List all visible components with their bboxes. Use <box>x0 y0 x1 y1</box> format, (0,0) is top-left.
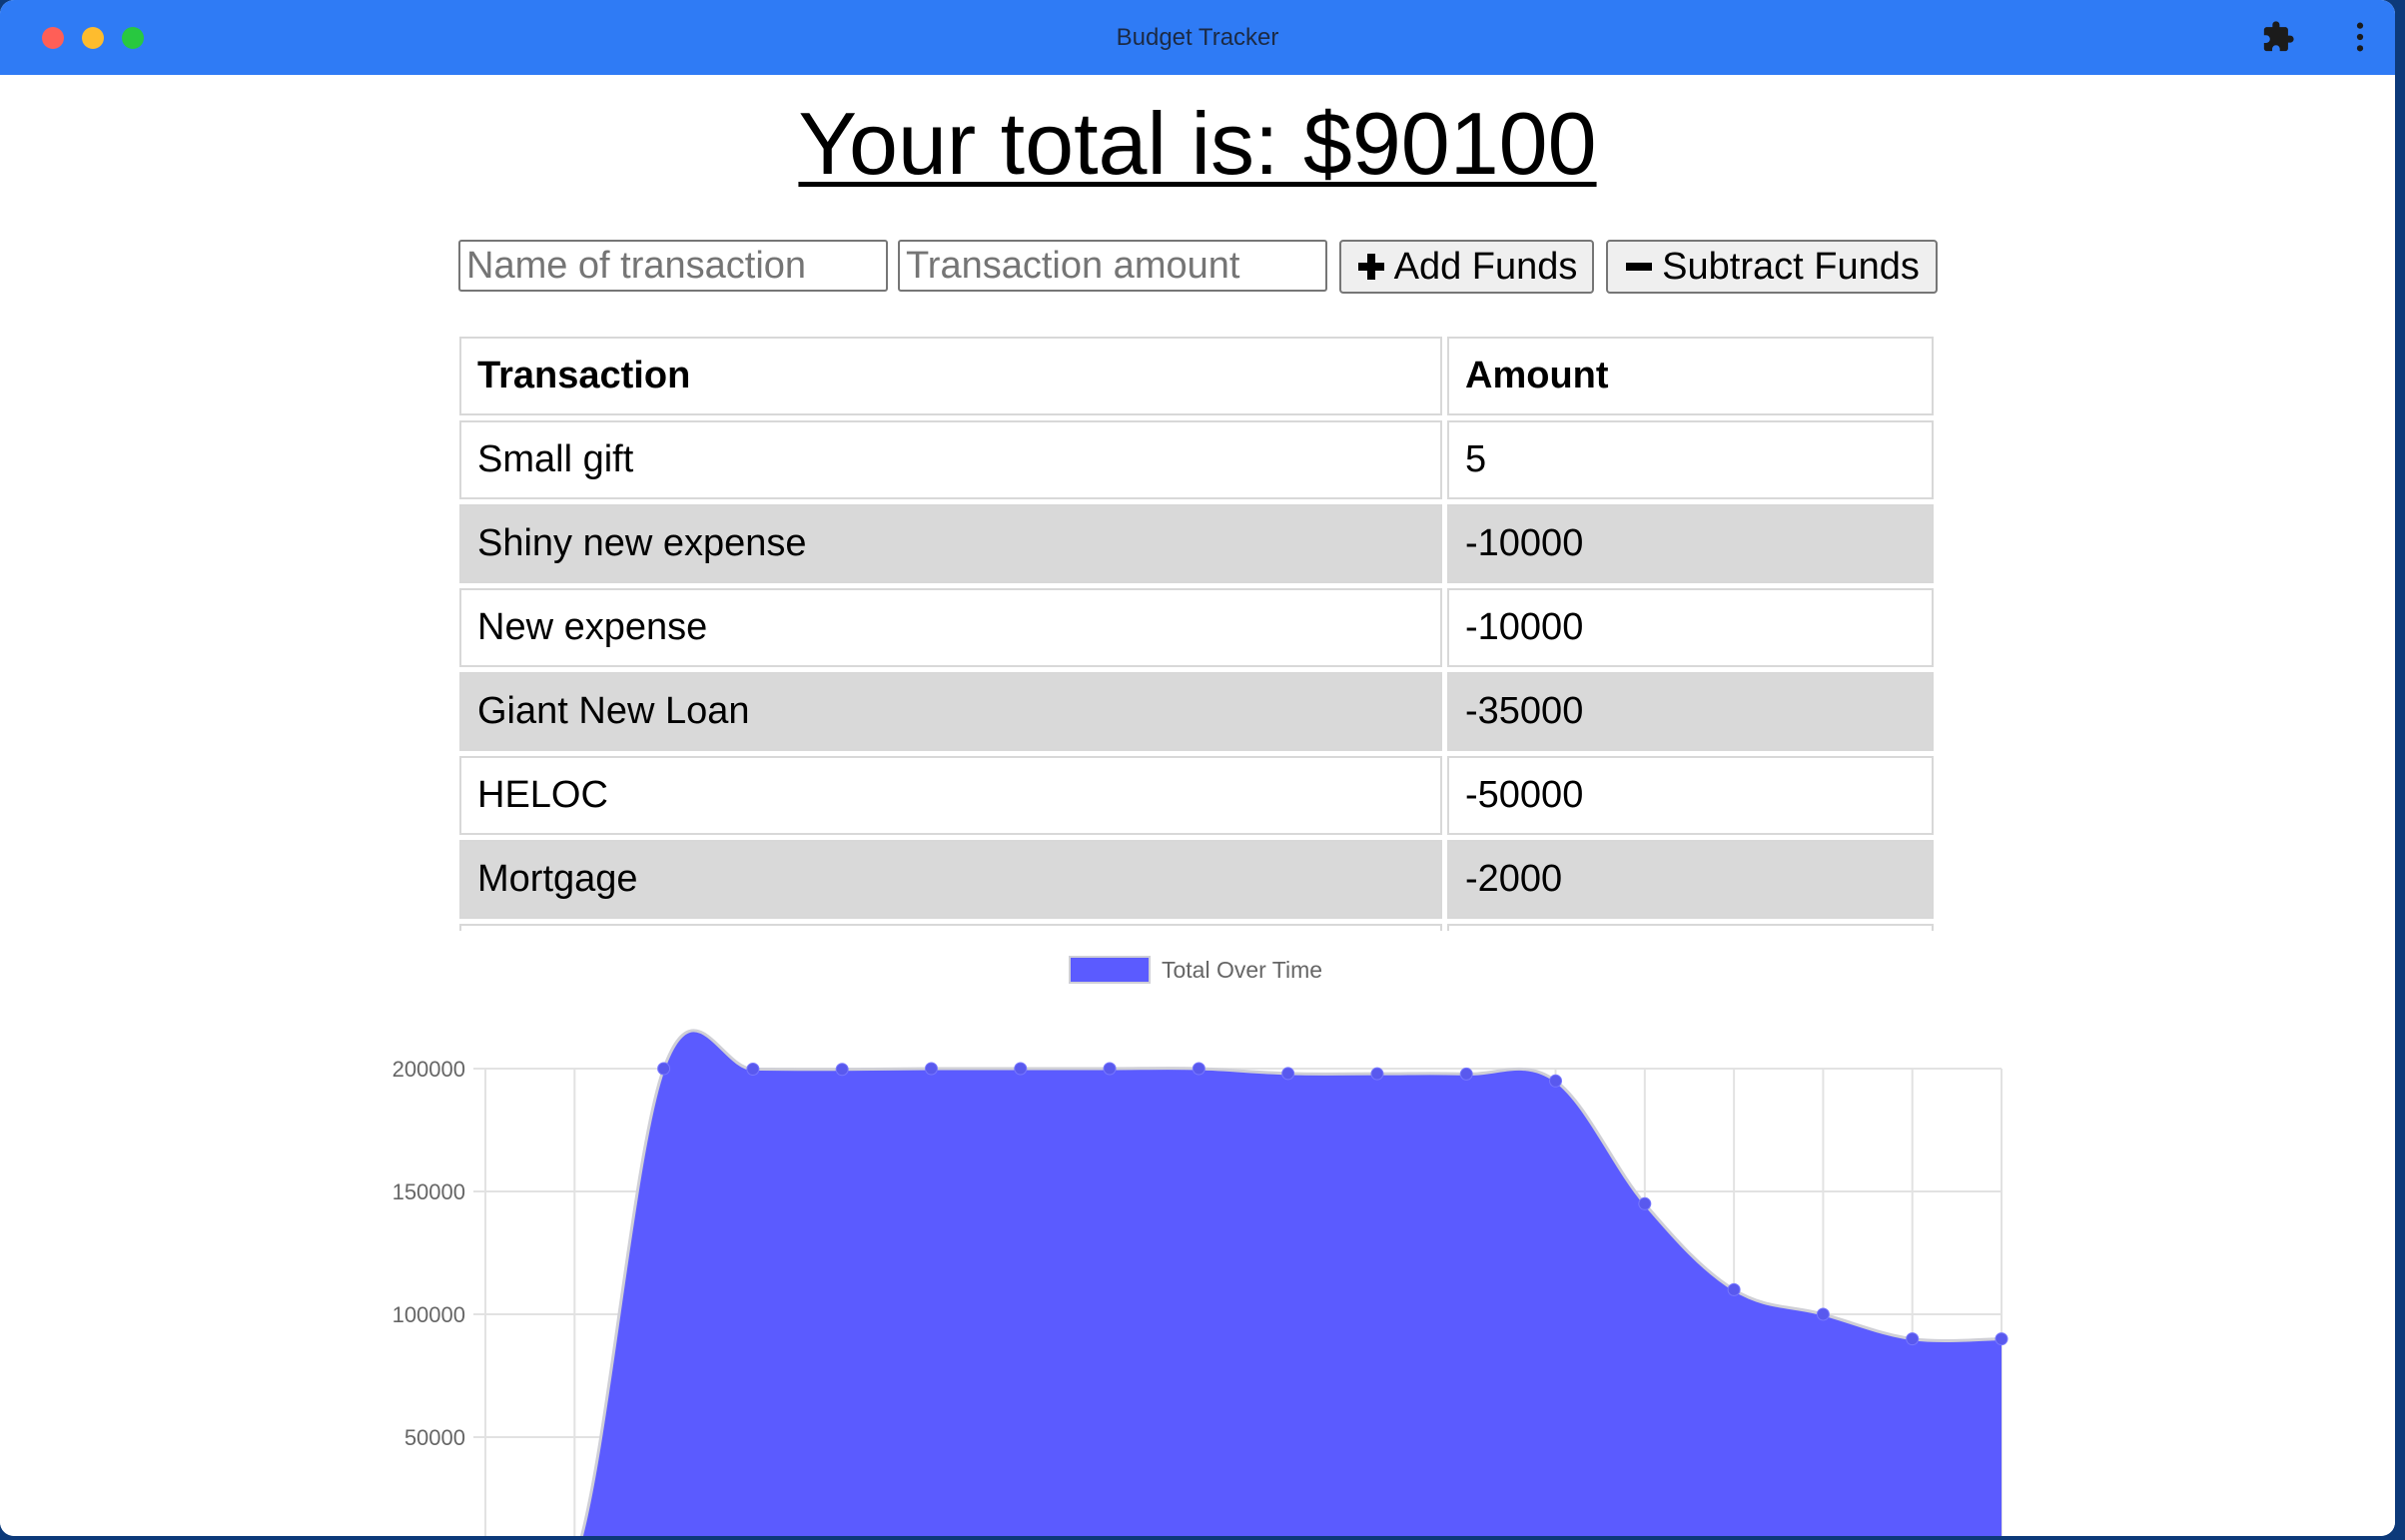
data-point <box>924 1062 938 1076</box>
data-point <box>1103 1062 1117 1076</box>
data-point <box>1192 1062 1205 1076</box>
data-point <box>1638 1196 1652 1210</box>
column-header-transaction: Transaction <box>459 337 1442 415</box>
legend-label: Total Over Time <box>1162 957 1322 983</box>
column-header-amount: Amount <box>1447 337 1934 415</box>
legend-swatch <box>1069 956 1151 984</box>
transaction-amount-cell: -10000 <box>1447 504 1934 583</box>
data-point <box>657 1062 671 1076</box>
data-point <box>835 1063 849 1077</box>
transaction-amount-cell: -10000 <box>1447 588 1934 667</box>
total-heading: Your total is: $90100 <box>798 94 1597 193</box>
transaction-name-cell: New expense <box>459 588 1442 667</box>
transaction-name-cell <box>459 924 1442 931</box>
minimize-window-button[interactable] <box>82 27 104 49</box>
table-row <box>459 924 1934 931</box>
minus-icon <box>1626 263 1653 271</box>
add-funds-button[interactable]: Add Funds <box>1339 240 1594 294</box>
table-row: Small gift 5 <box>459 420 1934 499</box>
title-bar: Budget Tracker <box>0 0 2395 75</box>
data-point <box>1906 1332 1920 1346</box>
transaction-name-cell: Small gift <box>459 420 1442 499</box>
transaction-amount-cell: -35000 <box>1447 672 1934 751</box>
transaction-amount-input[interactable] <box>898 240 1327 292</box>
data-point <box>746 1062 760 1076</box>
y-tick-label: 50000 <box>404 1425 465 1450</box>
transaction-amount-cell: -50000 <box>1447 756 1934 835</box>
table-row: Mortgage -2000 <box>459 840 1934 919</box>
transaction-name-cell: Giant New Loan <box>459 672 1442 751</box>
y-tick-label: 200000 <box>393 1057 465 1082</box>
add-funds-label: Add Funds <box>1393 245 1578 288</box>
vertical-ellipsis-icon[interactable] <box>2343 20 2377 54</box>
table-header-row: Transaction Amount <box>459 337 1934 415</box>
close-window-button[interactable] <box>42 27 64 49</box>
data-point <box>1370 1067 1384 1081</box>
transaction-name-cell: Shiny new expense <box>459 504 1442 583</box>
transactions-table: Transaction Amount Small gift 5 Shiny ne… <box>459 337 1939 931</box>
transaction-amount-cell: -2000 <box>1447 840 1934 919</box>
series-line <box>579 1029 2003 1536</box>
transaction-name-cell: HELOC <box>459 756 1442 835</box>
data-point <box>1995 1332 2008 1346</box>
table-row: Giant New Loan -35000 <box>459 672 1934 751</box>
table-row: HELOC -50000 <box>459 756 1934 835</box>
page-content: Your total is: $90100 Add Funds Subtract… <box>0 75 2395 1536</box>
data-point <box>1281 1067 1295 1081</box>
transactions-table-container[interactable]: Transaction Amount Small gift 5 Shiny ne… <box>459 337 1939 931</box>
zoom-window-button[interactable] <box>122 27 144 49</box>
subtract-funds-button[interactable]: Subtract Funds <box>1606 240 1938 294</box>
window-title: Budget Tracker <box>1116 24 1279 51</box>
transaction-name-cell: Mortgage <box>459 840 1442 919</box>
data-point <box>1727 1282 1741 1296</box>
table-row: New expense -10000 <box>459 588 1934 667</box>
data-point <box>1816 1307 1830 1321</box>
data-point <box>1549 1074 1563 1088</box>
subtract-funds-label: Subtract Funds <box>1662 245 1920 288</box>
y-tick-label: 150000 <box>393 1179 465 1204</box>
transaction-name-input[interactable] <box>458 240 888 292</box>
plus-icon <box>1357 254 1384 280</box>
data-point <box>1459 1067 1473 1081</box>
transaction-amount-cell: 5 <box>1447 420 1934 499</box>
table-row: Shiny new expense -10000 <box>459 504 1934 583</box>
transaction-amount-cell <box>1447 924 1934 931</box>
data-point <box>1014 1062 1028 1076</box>
series-area <box>581 1030 2002 1536</box>
y-tick-label: 100000 <box>393 1302 465 1327</box>
puzzle-piece-icon[interactable] <box>2261 20 2295 54</box>
